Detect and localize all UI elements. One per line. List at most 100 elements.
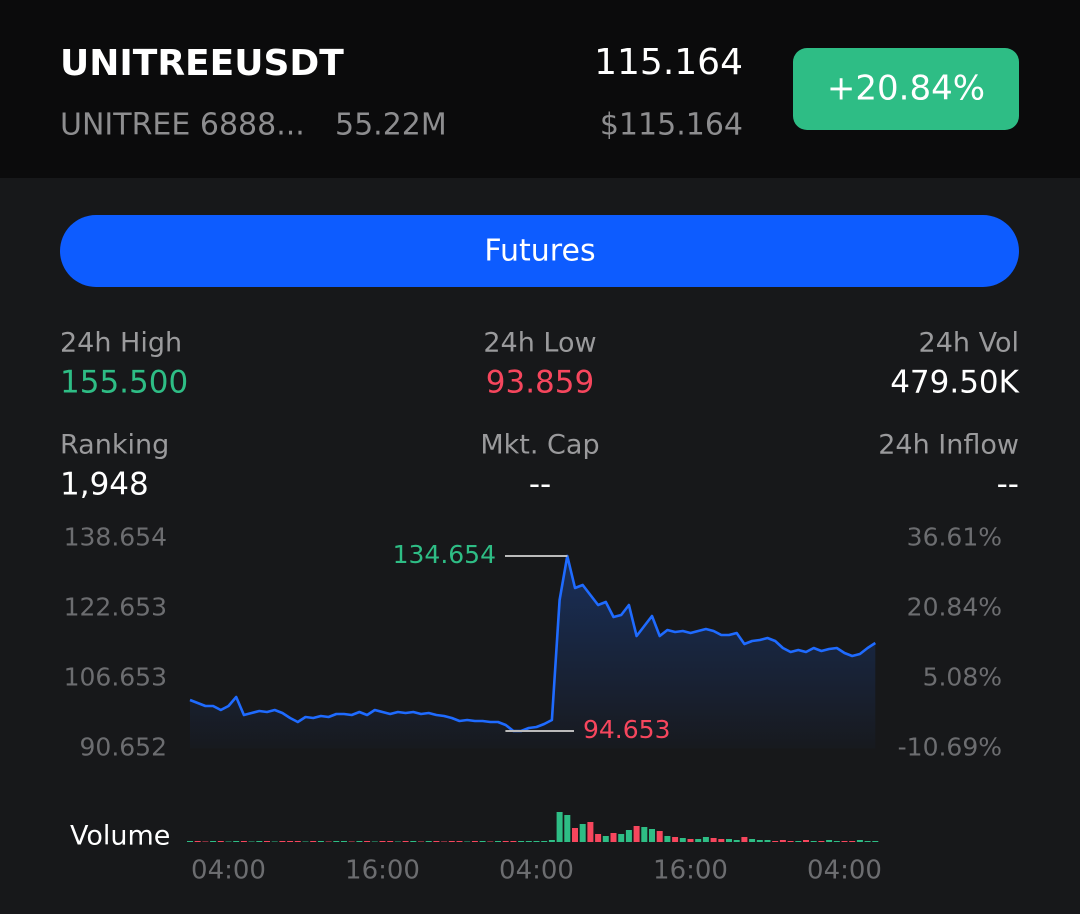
volume: 55.22M — [335, 108, 447, 143]
volume-bar — [733, 840, 740, 842]
volume-bar — [518, 841, 525, 842]
stat-label: Mkt. Cap — [480, 430, 599, 461]
stat-label: 24h Inflow — [878, 430, 1019, 461]
volume-bar — [464, 841, 471, 842]
price: 115.164 — [594, 42, 743, 83]
volume-bar — [341, 841, 347, 842]
volume-bar — [240, 841, 247, 842]
volume-bar — [194, 841, 201, 842]
volume-bar — [533, 841, 540, 842]
price-line — [189, 554, 877, 733]
y2-tick-label: 5.08% — [923, 662, 1002, 691]
volume-bar — [294, 841, 301, 842]
volume-bar — [348, 841, 355, 842]
volume-bar — [471, 841, 478, 842]
volume-bar — [864, 841, 871, 842]
volume-bar — [271, 841, 278, 842]
min-label: 94.653 — [583, 715, 670, 744]
volume-bar — [564, 815, 571, 842]
volume-bar — [718, 839, 725, 842]
volume-bar — [826, 840, 833, 842]
volume-bar — [418, 841, 424, 842]
volume-bar — [248, 841, 255, 842]
x-tick-label: 16:00 — [653, 856, 728, 886]
volume-bar — [672, 837, 679, 842]
volume-bar — [587, 822, 594, 842]
volume-bar — [779, 840, 786, 842]
stat-label: 24h High — [60, 328, 182, 359]
y-tick-label: 138.654 — [64, 523, 167, 552]
volume-bar — [833, 841, 840, 842]
volume-bar — [425, 841, 432, 842]
volume-bar — [479, 841, 486, 842]
volume-bar — [787, 841, 794, 842]
change-badge[interactable] — [793, 48, 1019, 130]
x-tick-label: 04:00 — [807, 856, 882, 886]
stat-value: 479.50K — [890, 365, 1019, 401]
volume-bar — [402, 841, 409, 842]
volume-bar — [310, 841, 317, 842]
volume-bar — [572, 828, 578, 842]
volume-bar — [803, 840, 809, 842]
stat-value: 93.859 — [486, 365, 594, 401]
volume-bar — [202, 841, 209, 842]
volume-bar — [456, 841, 463, 842]
volume-bar — [618, 834, 625, 842]
futures-button[interactable] — [60, 215, 1019, 287]
symbol: UNITREEUSDT — [60, 43, 344, 84]
volume-bar — [856, 840, 863, 842]
price-area — [190, 556, 876, 749]
volume-bar — [595, 834, 602, 842]
y-tick-label: 90.652 — [80, 733, 167, 762]
stat-value: 155.500 — [60, 365, 188, 401]
volume-bar — [625, 830, 632, 842]
volume-bar — [749, 839, 756, 842]
volume-bar — [872, 841, 879, 842]
volume-bar — [302, 841, 309, 842]
volume-bar — [379, 841, 386, 842]
volume-bar — [210, 841, 217, 842]
volume-bar — [364, 841, 371, 842]
volume-bar — [849, 841, 856, 842]
volume-bar — [687, 839, 694, 842]
stat-label: 24h Low — [483, 328, 596, 359]
volume-bar — [217, 841, 224, 842]
x-tick-label: 16:00 — [345, 856, 420, 886]
volume-bar — [356, 841, 363, 842]
stat-value: -- — [529, 467, 551, 503]
volume-bar — [602, 836, 609, 842]
volume-label: Volume — [70, 821, 170, 852]
chart: 138.654 122.653 106.653 90.652 36.61% 20.84% 5… — [64, 523, 1002, 886]
volume-bar — [317, 841, 324, 842]
volume-bar — [448, 841, 455, 842]
volume-bar — [679, 838, 686, 842]
volume-bar — [741, 837, 748, 842]
stat-label: Ranking — [60, 430, 169, 461]
volume-bar — [548, 840, 555, 842]
y2-tick-label: 20.84% — [907, 593, 1002, 622]
y2-tick-label: 36.61% — [907, 523, 1002, 552]
volume-bar — [487, 841, 494, 842]
volume-bar — [287, 841, 294, 842]
stat-value: 1,948 — [60, 467, 149, 503]
price-usd: $115.164 — [600, 108, 743, 143]
volume-bar — [387, 841, 394, 842]
volume-bar — [818, 841, 825, 842]
volume-bar — [394, 841, 401, 842]
volume-bar — [772, 841, 779, 842]
volume-bar — [579, 824, 586, 842]
volume-bar — [495, 841, 501, 842]
x-tick-label: 04:00 — [499, 856, 574, 886]
change: +20.84% — [827, 69, 985, 109]
volume-bar — [556, 812, 563, 842]
volume-bar — [541, 841, 548, 842]
max-label: 134.654 — [393, 540, 496, 569]
volume-bar — [795, 841, 802, 842]
y2-tick-label: -10.69% — [898, 733, 1002, 762]
volume-bar — [764, 840, 771, 842]
volume-bar — [525, 841, 532, 842]
volume-bar — [649, 829, 655, 842]
stat-label: 24h Vol — [919, 328, 1019, 359]
x-tick-label: 04:00 — [191, 856, 266, 886]
